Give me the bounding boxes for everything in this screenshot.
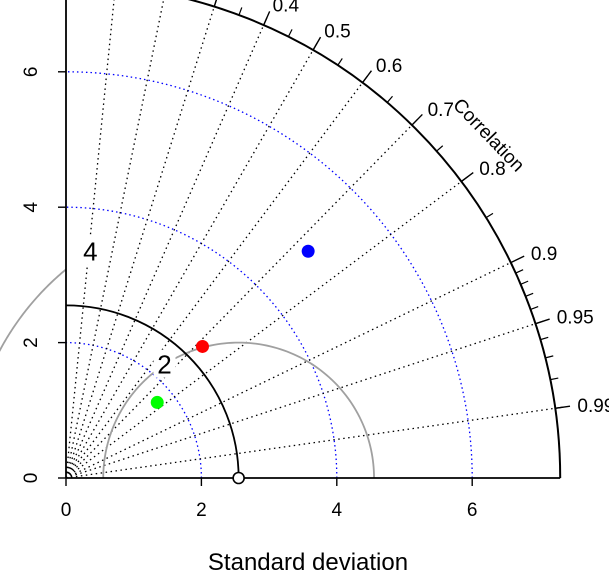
rms-label-bg (79, 236, 102, 265)
correlation-minor-tick (337, 58, 343, 66)
correlation-gridline (65, 180, 462, 479)
correlation-minor-tick (386, 95, 393, 103)
x-tick-label: 6 (467, 500, 478, 521)
correlation-tick-label: 0.6 (376, 56, 402, 77)
marks-layer (150, 244, 315, 485)
model-point (195, 339, 209, 353)
correlation-tick-label: 0.5 (324, 22, 350, 43)
y-tick-label: 4 (21, 201, 42, 212)
correlation-minor-tick (238, 7, 243, 16)
correlation-tick-label: 0.9 (531, 244, 557, 265)
y-tick-label: 2 (21, 337, 42, 348)
reference-sd-arc (65, 304, 240, 479)
x-tick-label: 0 (61, 500, 72, 521)
correlation-tick-label: 0.8 (479, 159, 505, 180)
y-tick-label: 0 (21, 473, 42, 484)
rms-contour (0, 268, 67, 352)
correlation-major-tick (263, 11, 271, 26)
rms-contour (102, 341, 375, 479)
correlation-tick-label: 0.95 (557, 308, 594, 329)
correlation-minor-tick (485, 212, 494, 219)
x-tick-label: 2 (196, 500, 207, 521)
model-point (301, 244, 315, 258)
correlation-major-tick (411, 113, 423, 126)
correlation-major-tick (510, 255, 525, 264)
correlation-major-tick (312, 36, 322, 51)
sd-gridline-arc (65, 341, 203, 479)
correlation-minor-tick (525, 292, 534, 297)
correlation-tick-label: 0.99 (577, 396, 609, 417)
correlation-tick-label: 0.4 (273, 0, 300, 17)
correlation-minor-tick (515, 269, 524, 274)
reference-point (232, 471, 245, 485)
frame-layer (58, 0, 571, 486)
correlation-arc (187, 0, 562, 479)
sd-gridline-arc (65, 206, 338, 479)
correlation-minor-tick (520, 280, 529, 285)
y-tick-label: 6 (21, 67, 42, 78)
correlation-gridline (65, 261, 512, 479)
sd-gridline-arc (65, 71, 473, 479)
correlation-gridline (65, 82, 364, 479)
rms-label: 2 (157, 350, 171, 380)
correlation-major-tick (460, 171, 474, 183)
grid-layer (0, 0, 556, 479)
model-point (150, 395, 164, 409)
correlation-major-tick (535, 318, 550, 325)
rms-label: 4 (83, 236, 97, 266)
correlation-minor-tick (530, 306, 539, 310)
correlation-minor-tick (287, 29, 293, 37)
correlation-major-tick (361, 70, 373, 84)
correlation-minor-tick (436, 145, 444, 152)
correlation-major-tick (555, 405, 571, 409)
correlation-minor-tick (545, 355, 554, 359)
correlation-major-tick (213, 0, 218, 7)
rms-label-bg (153, 349, 176, 378)
correlation-minor-tick (540, 336, 549, 341)
x-axis-title: Standard deviation (208, 549, 408, 576)
correlation-minor-tick (550, 377, 559, 381)
x-tick-label: 4 (332, 500, 343, 521)
correlation-tick-label: 0.7 (428, 100, 454, 121)
